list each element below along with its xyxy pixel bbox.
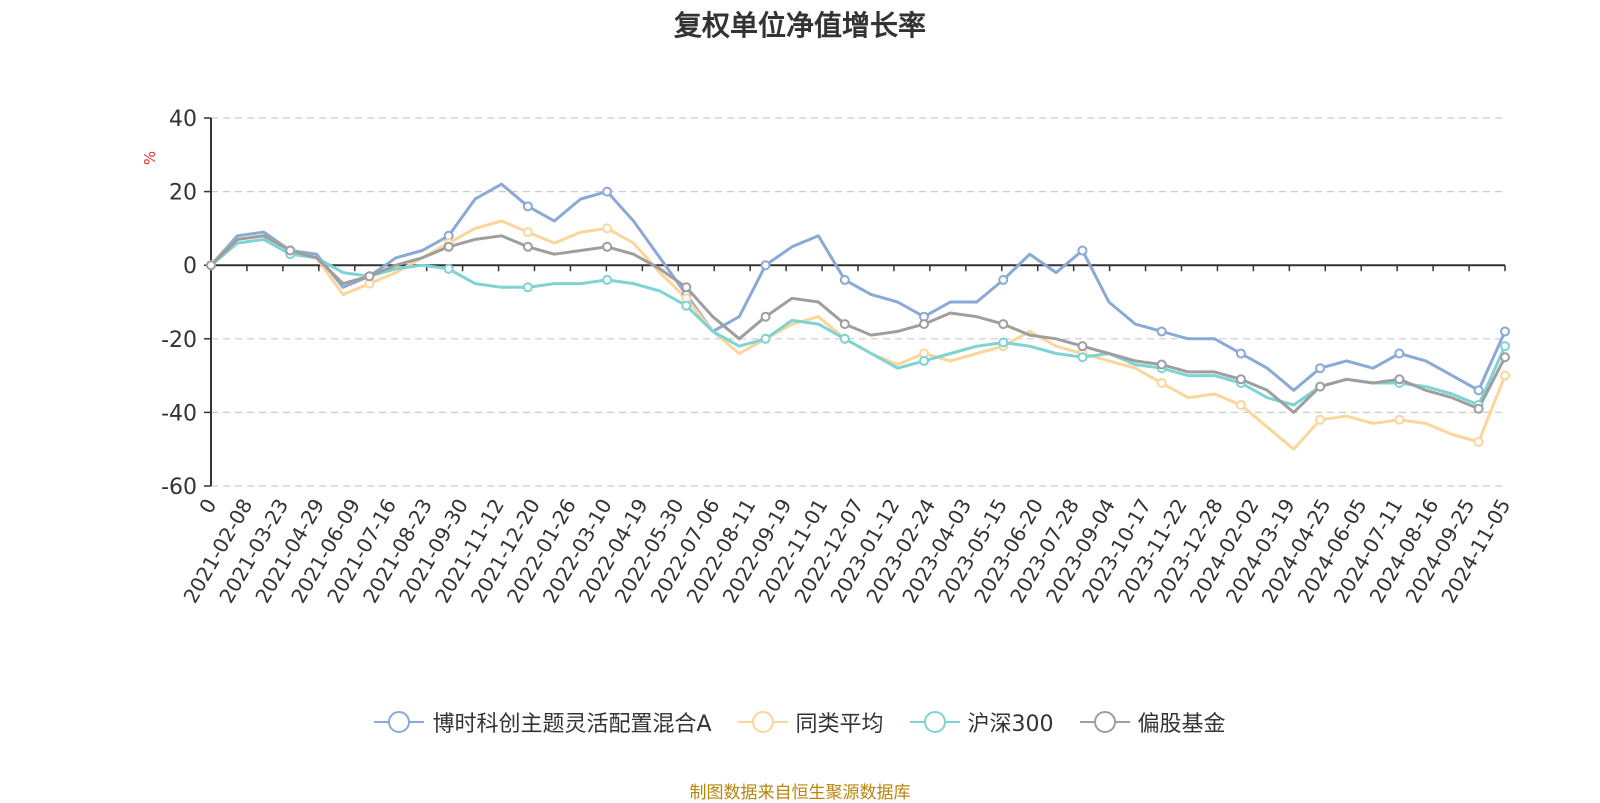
x-tick-label: 0 [194,495,221,518]
y-tick-label: 20 [169,181,197,206]
data-point [1473,436,1484,447]
data-point [1315,414,1326,425]
data-point [1394,348,1405,359]
y-tick-label: 40 [169,107,197,132]
data-point [1394,414,1405,425]
legend-label: 同类平均 [795,712,884,737]
data-point [839,319,850,330]
data-point [1235,374,1246,385]
y-tick-label: 0 [183,254,197,279]
data-point [285,245,296,256]
data-point [443,263,454,274]
legend-swatch-icon [1079,710,1130,734]
data-point [602,241,613,252]
data-point [839,333,850,344]
y-tick-label: -20 [161,328,197,353]
data-point [681,282,692,293]
data-point [206,260,216,271]
data-point [1394,374,1405,385]
data-point [1473,385,1484,396]
data-point [1077,341,1088,352]
data-point [1500,370,1510,381]
data-point [602,274,613,285]
data-point [1235,348,1246,359]
legend-label: 偏股基金 [1137,712,1226,737]
legend-item-equity-fund[interactable]: 偏股基金 [1079,706,1226,738]
axis-labels: 40200-20-40-60%02021-02-082021-03-232021… [141,107,1515,607]
data-point [1077,352,1088,363]
legend-item-csi300[interactable]: 沪深300 [909,706,1054,738]
y-axis-unit-label: % [141,151,159,165]
data-point [760,311,771,322]
data-point [760,333,771,344]
data-point [364,271,375,282]
data-point [1077,245,1088,256]
series-line [209,234,1507,414]
data-point [1315,381,1326,392]
data-point [1500,326,1510,337]
data-point [919,355,930,366]
legend-swatch-icon [737,710,788,734]
data-point [443,241,454,252]
data-point [919,319,930,330]
legend-item-fund[interactable]: 博时科创主题灵活配置混合A [374,706,712,738]
source-note: 制图数据来自恒生聚源数据库 [689,783,911,803]
legend-swatch-icon [374,710,425,734]
data-point [998,319,1009,330]
data-point [1500,341,1510,352]
legend-swatch-icon [909,710,960,734]
legend-label: 博时科创主题灵活配置混合A [432,712,712,737]
data-point [998,274,1009,285]
series-line [210,237,1507,407]
legend-item-peer-average[interactable]: 同类平均 [737,706,884,738]
legend-label: 沪深300 [967,712,1054,737]
data-point [602,186,613,197]
data-point [998,337,1009,348]
legend: 博时科创主题灵活配置混合A 同类平均 沪深300 偏股基金 [0,706,1600,738]
data-point [522,227,533,238]
data-point [522,241,533,252]
data-point [760,260,771,271]
data-point [681,300,692,311]
y-tick-label: -40 [161,401,197,426]
data-point [1235,400,1246,411]
y-tick-label: -60 [161,475,197,500]
data-point [839,274,850,285]
data-point [602,223,613,234]
data-point [1473,403,1484,414]
series-lines [209,182,1507,451]
series-markers [206,186,1510,447]
data-point [1156,359,1167,370]
data-point [1156,326,1167,337]
data-point [522,282,533,293]
series-line [209,182,1507,392]
data-point [1500,352,1510,363]
data-point [522,201,533,212]
chart-title: 复权单位净值增长率 [673,9,926,42]
data-point [1315,363,1326,374]
data-point [1156,377,1167,388]
